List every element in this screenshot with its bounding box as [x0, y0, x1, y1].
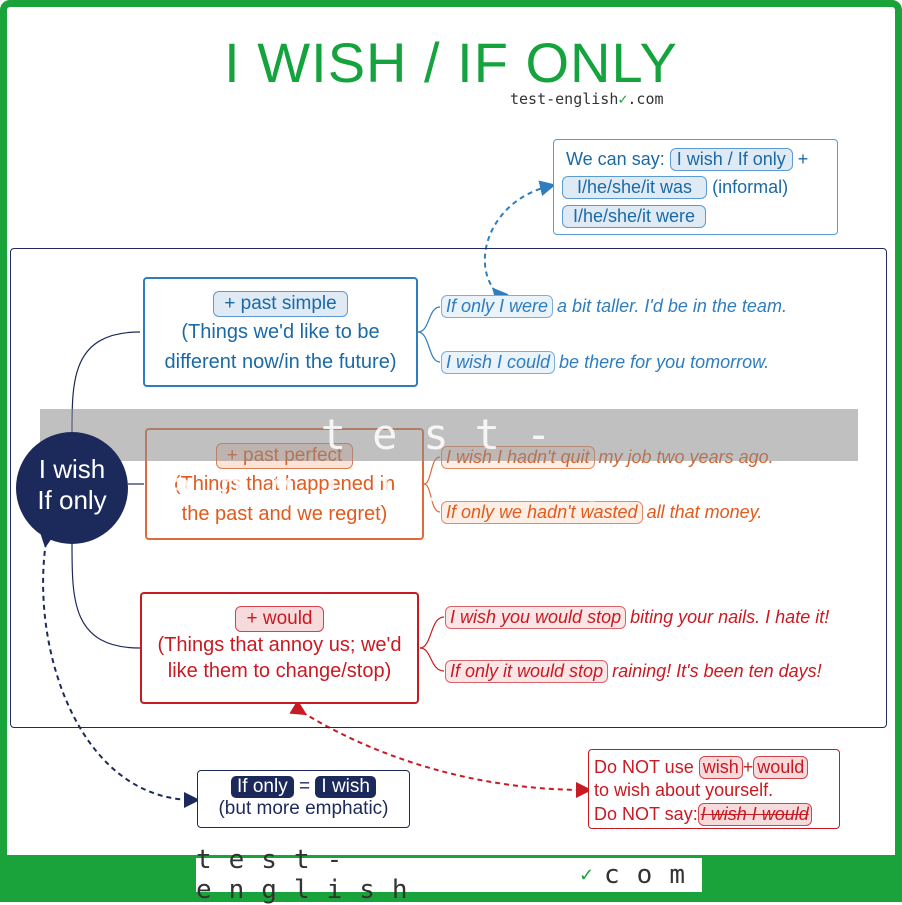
check-icon: ✓	[578, 864, 595, 885]
example-red-1: I wish you would stop biting your nails. …	[445, 606, 829, 629]
footer-brand: test-english ✓ com	[196, 845, 702, 905]
example-pill: If only it would stop	[445, 660, 609, 683]
note-red-lead: Do NOT use	[594, 757, 694, 777]
center-line-2: If only	[37, 485, 107, 515]
note-do-not-use: Do NOT use wish + would to wish about your…	[588, 749, 840, 829]
desc-would-2: like them to change/stop)	[167, 660, 392, 682]
chip-wish-if-only: I wish / If only	[669, 148, 793, 171]
chip-would: would	[753, 756, 809, 779]
example-red-2: If only it would stop raining! It's been …	[445, 660, 822, 683]
note-informal: We can say: I wish / If only + I/he/she/…	[553, 139, 838, 235]
example-blue-1: If only I were a bit taller. I'd be in th…	[441, 295, 787, 318]
bracket-red-1	[419, 616, 445, 649]
example-rest: a bit taller. I'd be in the team.	[557, 296, 787, 316]
desc-past-perfect-1: (Things that happened in	[173, 473, 396, 495]
bracket-blue-2	[417, 331, 441, 363]
desc-past-simple-1: (Things we'd like to be	[181, 321, 380, 343]
example-orange-2: If only we hadn't wasted all that money.	[441, 501, 762, 524]
example-blue-2: I wish I could be there for you tomorrow.	[441, 351, 769, 374]
desc-past-simple-2: different now/in the future)	[164, 351, 397, 373]
example-pill: If only we hadn't wasted	[441, 501, 643, 524]
center-circle: I wish If only	[16, 432, 128, 544]
brand-prefix: test-english	[510, 90, 619, 108]
example-rest: be there for you tomorrow.	[559, 352, 770, 372]
note-emphatic: If only = I wish (but more emphatic)	[197, 770, 410, 828]
note-red-line3-lead: Do NOT say:	[594, 804, 698, 824]
footer-brand-suffix: com	[604, 860, 702, 890]
arrow-blue	[483, 180, 556, 305]
watermark-band	[40, 409, 858, 461]
box-past-simple: + past simple (Things we'd like to be di…	[143, 277, 418, 387]
note-blue-informal: (informal)	[712, 177, 789, 197]
note-navy-line2: (but more emphatic)	[218, 798, 389, 819]
example-rest: all that money.	[646, 502, 763, 522]
example-rest: biting your nails. I hate it!	[630, 607, 830, 627]
box-would: + would (Things that annoy us; we'd like…	[140, 592, 419, 704]
chip-if-only: If only	[231, 776, 294, 798]
check-icon: ✓	[618, 90, 628, 108]
content-panel	[10, 248, 887, 728]
example-rest: raining! It's been ten days!	[612, 661, 822, 681]
note-red-plus: +	[742, 757, 754, 777]
note-blue-lead: We can say:	[566, 149, 665, 169]
chip-were: I/he/she/it were	[562, 205, 707, 228]
note-red-line2: to wish about yourself.	[594, 780, 774, 800]
arrow-red	[289, 699, 592, 798]
brand-suffix: .com	[627, 90, 664, 108]
note-blue-plus: +	[797, 149, 809, 169]
chip-wish: wish	[698, 756, 743, 779]
footer-brand-prefix: test-english	[196, 845, 425, 905]
chip-i-wish: I wish	[315, 776, 376, 798]
arrow-navy	[39, 530, 200, 808]
tag-would: + would	[235, 606, 324, 632]
center-line-1: I wish	[38, 454, 106, 484]
desc-would-1: (Things that annoy us; we'd	[157, 634, 402, 656]
example-pill: If only I were	[441, 295, 554, 318]
bracket-orange-2	[423, 483, 441, 513]
chip-was: I/he/she/it was	[562, 176, 708, 199]
example-pill: I wish you would stop	[445, 606, 627, 629]
page-title: I WISH / IF ONLY	[224, 31, 678, 94]
header-brand: test-english✓.com	[510, 90, 664, 108]
bracket-blue-1	[417, 306, 441, 333]
chip-wrong-phrase: I wish I would	[697, 803, 812, 826]
example-pill: I wish I could	[441, 351, 556, 374]
bracket-red-2	[419, 647, 445, 672]
watermark-text: test-english.com	[166, 410, 732, 511]
desc-past-perfect-2: the past and we regret)	[181, 503, 388, 525]
note-navy-equals: =	[299, 776, 311, 797]
tag-past-simple: + past simple	[213, 291, 348, 317]
